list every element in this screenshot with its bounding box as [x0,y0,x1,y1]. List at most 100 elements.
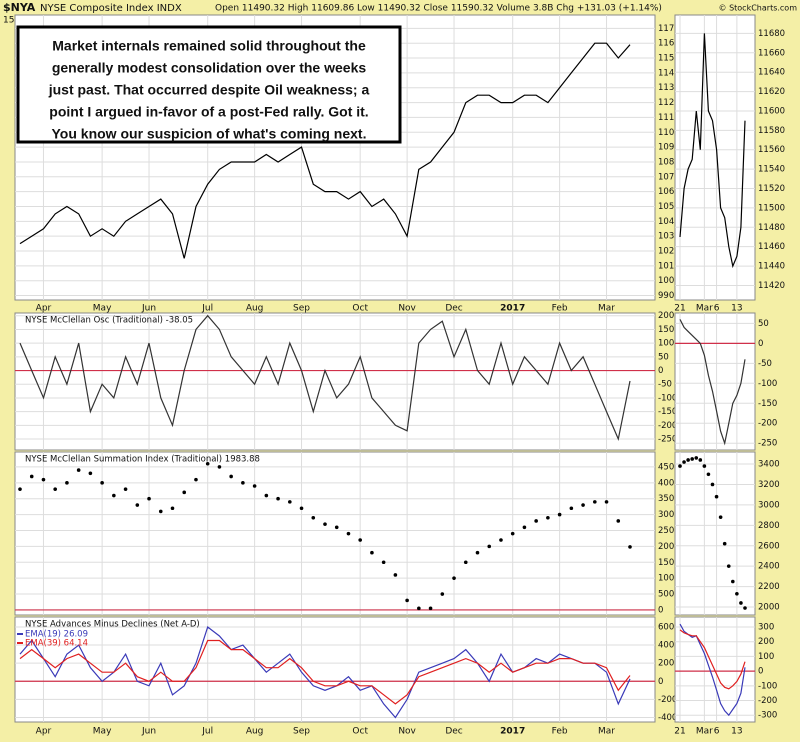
y-tick-label: 10500 [658,202,685,212]
dot [569,506,574,511]
x-tick-label: Mar [598,727,615,737]
dot [557,512,562,517]
dot [147,496,151,501]
y-tick-label: -200 [758,419,777,429]
dot [581,503,585,507]
y-tick-label: 200 [658,659,674,669]
y-tick-label: -250 [658,435,677,445]
y-tick-label: 0 [658,366,663,376]
line [679,319,746,446]
annotation-line: generally modest consolidation over the … [52,60,367,76]
dot [743,606,747,610]
x-tick-label: Sep [293,304,310,314]
y-tick-label: 11300 [658,83,685,93]
dot [718,515,723,519]
dot [53,487,57,491]
dot [417,606,421,611]
x-tick-label: 13 [731,727,742,737]
x-tick-label: Jul [201,727,213,737]
dot [194,477,198,482]
plot-area [674,14,756,301]
plot-area [674,451,756,616]
y-tick-label: 10400 [658,217,685,227]
dot [475,550,480,555]
y-tick-label: 2000 [758,603,780,613]
dot [381,560,386,565]
dot [628,545,632,549]
y-tick-label: 0 [658,677,663,687]
dot [264,493,269,498]
x-tick-label: Nov [398,304,416,314]
dot [731,579,735,584]
legend-label: EMA(39) 64.14 [25,639,88,649]
dot [698,458,703,462]
dot [706,472,711,477]
x-tick-label: 2017 [500,727,525,737]
dot [694,456,699,460]
dot [593,500,597,504]
y-tick-label: -250 [758,439,777,449]
annotation-box [16,25,402,144]
dot [682,460,686,464]
plot-area [674,312,756,451]
y-tick-label: 11700 [658,24,685,34]
x-tick-label: Nov [398,727,416,737]
y-tick-label: -50 [658,380,672,390]
plot-area [14,616,656,723]
x-tick-label: 6 [714,304,720,314]
y-tick-label: -200 [758,696,777,706]
dot [546,515,550,520]
y-tick-label: 3500 [658,494,680,504]
panels: Apr May Jun Jul Aug Sep Oct Nov Dec 2017 Feb Mar 990… [14,14,785,737]
y-tick-label: 3000 [758,500,780,510]
y-tick-label: 2500 [658,526,680,536]
y-tick-label: 1000 [658,574,680,584]
x-tick-label: Feb [552,727,568,737]
y-tick-label: 11520 [758,184,785,194]
x-tick-label: 13 [731,304,742,314]
dot [123,487,128,491]
y-tick-label: 200 [758,637,774,647]
x-tick-label: Mar [696,727,713,737]
y-tick-label: 11600 [658,39,685,49]
dot [358,538,362,542]
dot [288,500,292,504]
y-tick-label: 11440 [758,262,785,272]
panel-title: NYSE McClellan Osc (Traditional) -38.05 [25,316,193,326]
y-tick-label: 11600 [758,106,785,116]
y-tick-label: 11500 [658,54,685,64]
dot [702,464,707,468]
dot [299,506,304,511]
panel-title: NYSE McClellan Summation Index (Traditio… [25,455,260,465]
x-tick-label: Feb [552,304,568,314]
x-tick-label: 21 [674,727,685,737]
dot [714,494,719,499]
x-tick-label: 6 [714,727,720,737]
y-tick-label: 11680 [758,29,785,39]
y-tick-label: 600 [658,622,674,632]
dot [29,474,34,479]
y-tick-label: 3400 [758,460,780,470]
dot [252,484,257,488]
y-tick-label: 10900 [658,143,685,153]
x-tick-label: Jun [141,304,156,314]
annotation-line: Market internals remained solid througho… [52,38,366,54]
dot [276,496,280,501]
line [679,33,746,269]
y-tick-label: 1500 [658,558,680,568]
y-tick-label: 2800 [758,521,780,531]
dot [735,591,739,596]
y-tick-label: 0 [758,339,763,349]
dot [334,525,339,530]
line [19,42,631,259]
y-tick-label: -400 [658,713,677,723]
dot [678,464,682,468]
dot [65,481,69,485]
dot [170,506,175,511]
y-tick-label: 10800 [658,157,685,167]
dot [510,531,515,536]
dot [499,538,503,542]
dot [229,474,233,479]
y-tick-label: -100 [658,393,677,403]
dot [217,465,222,469]
